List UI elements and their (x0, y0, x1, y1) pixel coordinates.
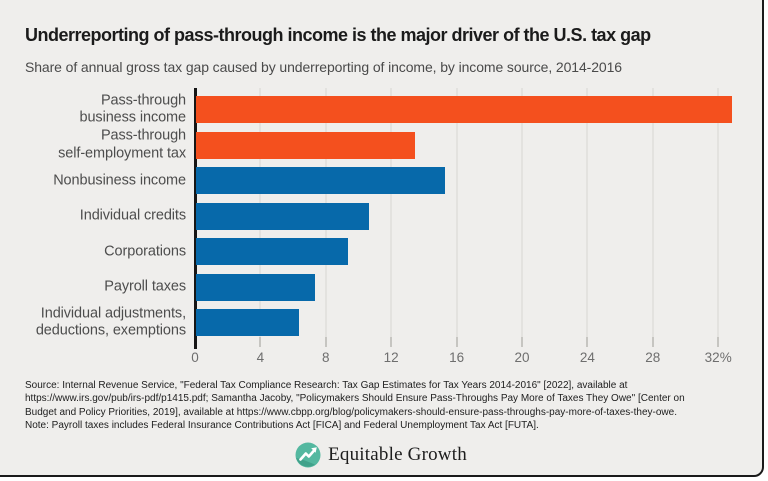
category-label: Pass-through business income (0, 92, 187, 127)
source-line: Source: Internal Revenue Service, "Feder… (25, 380, 628, 391)
logo-wordmark: Equitable Growth (328, 444, 467, 465)
bar-4 (196, 202, 370, 230)
category-label-line: Individual adjustments, (40, 305, 186, 321)
x-axis-tick-label: 0 (191, 350, 199, 365)
source-line: https://www.irs.gov/pub/irs-pdf/p1415.pd… (25, 393, 685, 405)
x-axis-tick (390, 337, 393, 347)
methodology-note: Note: Payroll taxes includes Federal Ins… (25, 420, 539, 431)
x-axis-tick-label: 16 (449, 350, 465, 365)
x-axis-tick-label: 12 (383, 350, 399, 365)
x-axis-tick (521, 337, 523, 347)
source-note: Source: Internal Revenue Service, "Feder… (25, 379, 685, 419)
category-label: Nonbusiness income (0, 172, 186, 190)
bar-2 (196, 131, 416, 159)
category-label-line: business income (79, 109, 187, 126)
x-axis-tick (651, 337, 654, 347)
chart-title: Underreporting of pass-through income is… (25, 25, 651, 46)
x-axis-tick (717, 337, 720, 347)
category-label-line: Individual credits (79, 207, 186, 224)
source-line: Budget and Policy Priorities, 2019], ava… (25, 406, 677, 418)
x-axis-tick-label: 28 (645, 350, 661, 365)
x-axis-tick-label: 32% (704, 350, 732, 365)
gridline (586, 88, 589, 346)
plot-area (194, 88, 740, 349)
gridline (717, 88, 720, 346)
category-label: Corporations (0, 243, 186, 261)
x-axis-tick (455, 337, 458, 347)
bar-5 (196, 238, 349, 265)
gridline (455, 88, 458, 346)
x-axis-tick-label: 24 (579, 350, 595, 365)
category-label: Individual credits (0, 207, 186, 225)
category-label-line: Payroll taxes (104, 278, 186, 295)
x-axis-tick-label: 8 (322, 350, 330, 365)
category-label-line: Nonbusiness income (53, 171, 186, 188)
x-axis-tick (259, 337, 262, 347)
category-label-line: deductions, exemptions (35, 322, 186, 339)
x-axis: 0 4 8 12 16 20 24 28 32% (191, 350, 755, 368)
gridline (390, 88, 393, 346)
bar-1 (196, 96, 733, 123)
gridline (651, 88, 654, 346)
gridline (521, 88, 523, 346)
category-label-line: Pass-through (100, 92, 186, 108)
category-label-line: Corporations (104, 242, 186, 259)
y-axis-line (194, 88, 197, 349)
category-label-line: Pass-through (100, 127, 186, 144)
bar-7 (196, 309, 299, 336)
category-axis-labels: Pass-through business income Pass-through s… (0, 88, 186, 346)
growth-line-icon (295, 442, 321, 468)
bar-3 (196, 167, 445, 194)
bar-6 (196, 273, 316, 301)
equitable-growth-logo: Equitable Growth (0, 440, 762, 470)
x-axis-tick-label: 4 (256, 350, 265, 365)
chart-subtitle: Share of annual gross tax gap caused by … (25, 59, 622, 75)
x-axis-tick (324, 337, 327, 347)
category-label: Payroll taxes (0, 278, 186, 296)
category-label: Pass-through self-employment tax (0, 128, 186, 163)
x-axis-tick (586, 337, 589, 347)
category-label: Individual adjustments, deductions, exemp… (0, 305, 186, 340)
x-axis-tick-label: 20 (514, 350, 530, 365)
category-label-line: self-employment tax (58, 145, 186, 161)
